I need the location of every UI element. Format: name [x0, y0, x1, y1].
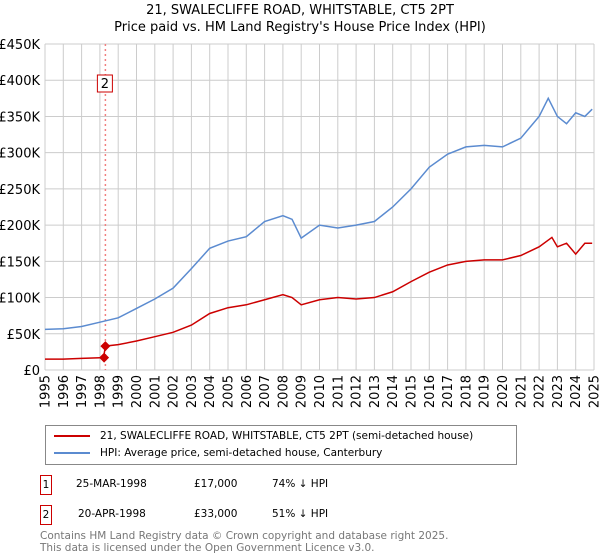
- x-tick-label: 1995: [39, 375, 54, 408]
- chart-subtitle: Price paid vs. HM Land Registry's House …: [114, 20, 486, 35]
- x-tick-label: 2005: [222, 375, 237, 408]
- sale-point: [99, 352, 110, 363]
- x-tick-label: 2009: [295, 375, 310, 408]
- series-line: [45, 236, 593, 360]
- x-tick-label: 2023: [551, 375, 566, 408]
- y-tick-label: £150K: [0, 255, 40, 270]
- x-tick-label: 2010: [313, 375, 328, 408]
- legend-label: 21, SWALECLIFFE ROAD, WHITSTABLE, CT5 2P…: [100, 430, 474, 442]
- x-tick-label: 2022: [533, 375, 548, 408]
- legend-item-property: 21, SWALECLIFFE ROAD, WHITSTABLE, CT5 2P…: [54, 430, 473, 442]
- y-tick-label: £0: [23, 364, 40, 379]
- y-tick-label: £300K: [0, 147, 40, 162]
- sale-point: [100, 341, 111, 352]
- x-tick-label: 1998: [93, 375, 108, 408]
- x-tick-label: 2007: [258, 375, 273, 408]
- x-tick-label: 2018: [459, 375, 474, 408]
- x-tick-label: 2024: [569, 375, 584, 408]
- x-tick-label: 1999: [112, 375, 127, 408]
- x-tick-label: 2013: [368, 375, 383, 408]
- transaction-hpi: 51% ↓ HPI: [272, 508, 329, 520]
- x-tick-label: 1996: [57, 375, 72, 408]
- y-tick-label: £450K: [0, 38, 40, 53]
- y-tick-label: £250K: [0, 183, 40, 198]
- footer-line: Contains HM Land Registry data © Crown c…: [40, 530, 449, 542]
- transaction-price: £33,000: [194, 508, 238, 520]
- x-tick-label: 2017: [441, 375, 456, 408]
- legend-item-hpi: HPI: Average price, semi-detached house,…: [54, 447, 382, 459]
- x-tick-label: 2016: [423, 375, 438, 408]
- y-tick-label: £350K: [0, 110, 40, 125]
- legend: 21, SWALECLIFFE ROAD, WHITSTABLE, CT5 2P…: [45, 425, 517, 465]
- x-tick-label: 2000: [130, 375, 145, 408]
- x-tick-label: 2021: [514, 375, 529, 408]
- x-tick-label: 2001: [148, 375, 163, 408]
- x-tick-label: 2006: [240, 375, 255, 408]
- transaction-date: 25-MAR-1998: [76, 478, 147, 490]
- legend-swatch-blue: [54, 452, 90, 454]
- transaction-marker: 2: [40, 505, 52, 525]
- y-tick-label: £50K: [7, 328, 41, 343]
- y-tick-label: £200K: [0, 219, 40, 234]
- x-tick-label: 2025: [588, 375, 600, 408]
- series-line: [44, 96, 593, 331]
- annotation-box: [96, 74, 113, 93]
- x-tick-label: 2002: [167, 375, 182, 408]
- x-tick-label: 2014: [386, 375, 401, 408]
- footer: Contains HM Land Registry data © Crown c…: [40, 530, 448, 554]
- x-tick-label: 2019: [478, 375, 493, 408]
- x-tick-label: 2008: [276, 375, 291, 408]
- x-tick-label: 1997: [75, 375, 90, 408]
- y-tick-label: £400K: [0, 74, 40, 89]
- annotation-label: 2: [101, 77, 109, 92]
- x-tick-label: 2020: [496, 375, 511, 408]
- transaction-price: £17,000: [194, 478, 238, 490]
- transaction-date: 20-APR-1998: [78, 508, 146, 520]
- x-tick-label: 2012: [350, 375, 365, 408]
- transaction-hpi: 74% ↓ HPI: [272, 478, 329, 490]
- chart-title: 21, SWALECLIFFE ROAD, WHITSTABLE, CT5 2P…: [146, 3, 454, 18]
- footer-line: This data is licensed under the Open Gov…: [40, 542, 375, 554]
- x-tick-label: 2011: [331, 375, 346, 408]
- x-tick-label: 2003: [185, 375, 200, 408]
- legend-label: HPI: Average price, semi-detached house,…: [100, 447, 383, 459]
- legend-swatch-red: [54, 435, 90, 437]
- x-tick-label: 2004: [203, 375, 218, 408]
- price-chart: 1995 1996 1997 1998 1999 2000 2001 2002 2003 2004…: [0, 38, 600, 408]
- y-tick-label: £100K: [0, 292, 40, 307]
- x-tick-label: 2015: [405, 375, 420, 408]
- transaction-marker: 1: [40, 475, 52, 495]
